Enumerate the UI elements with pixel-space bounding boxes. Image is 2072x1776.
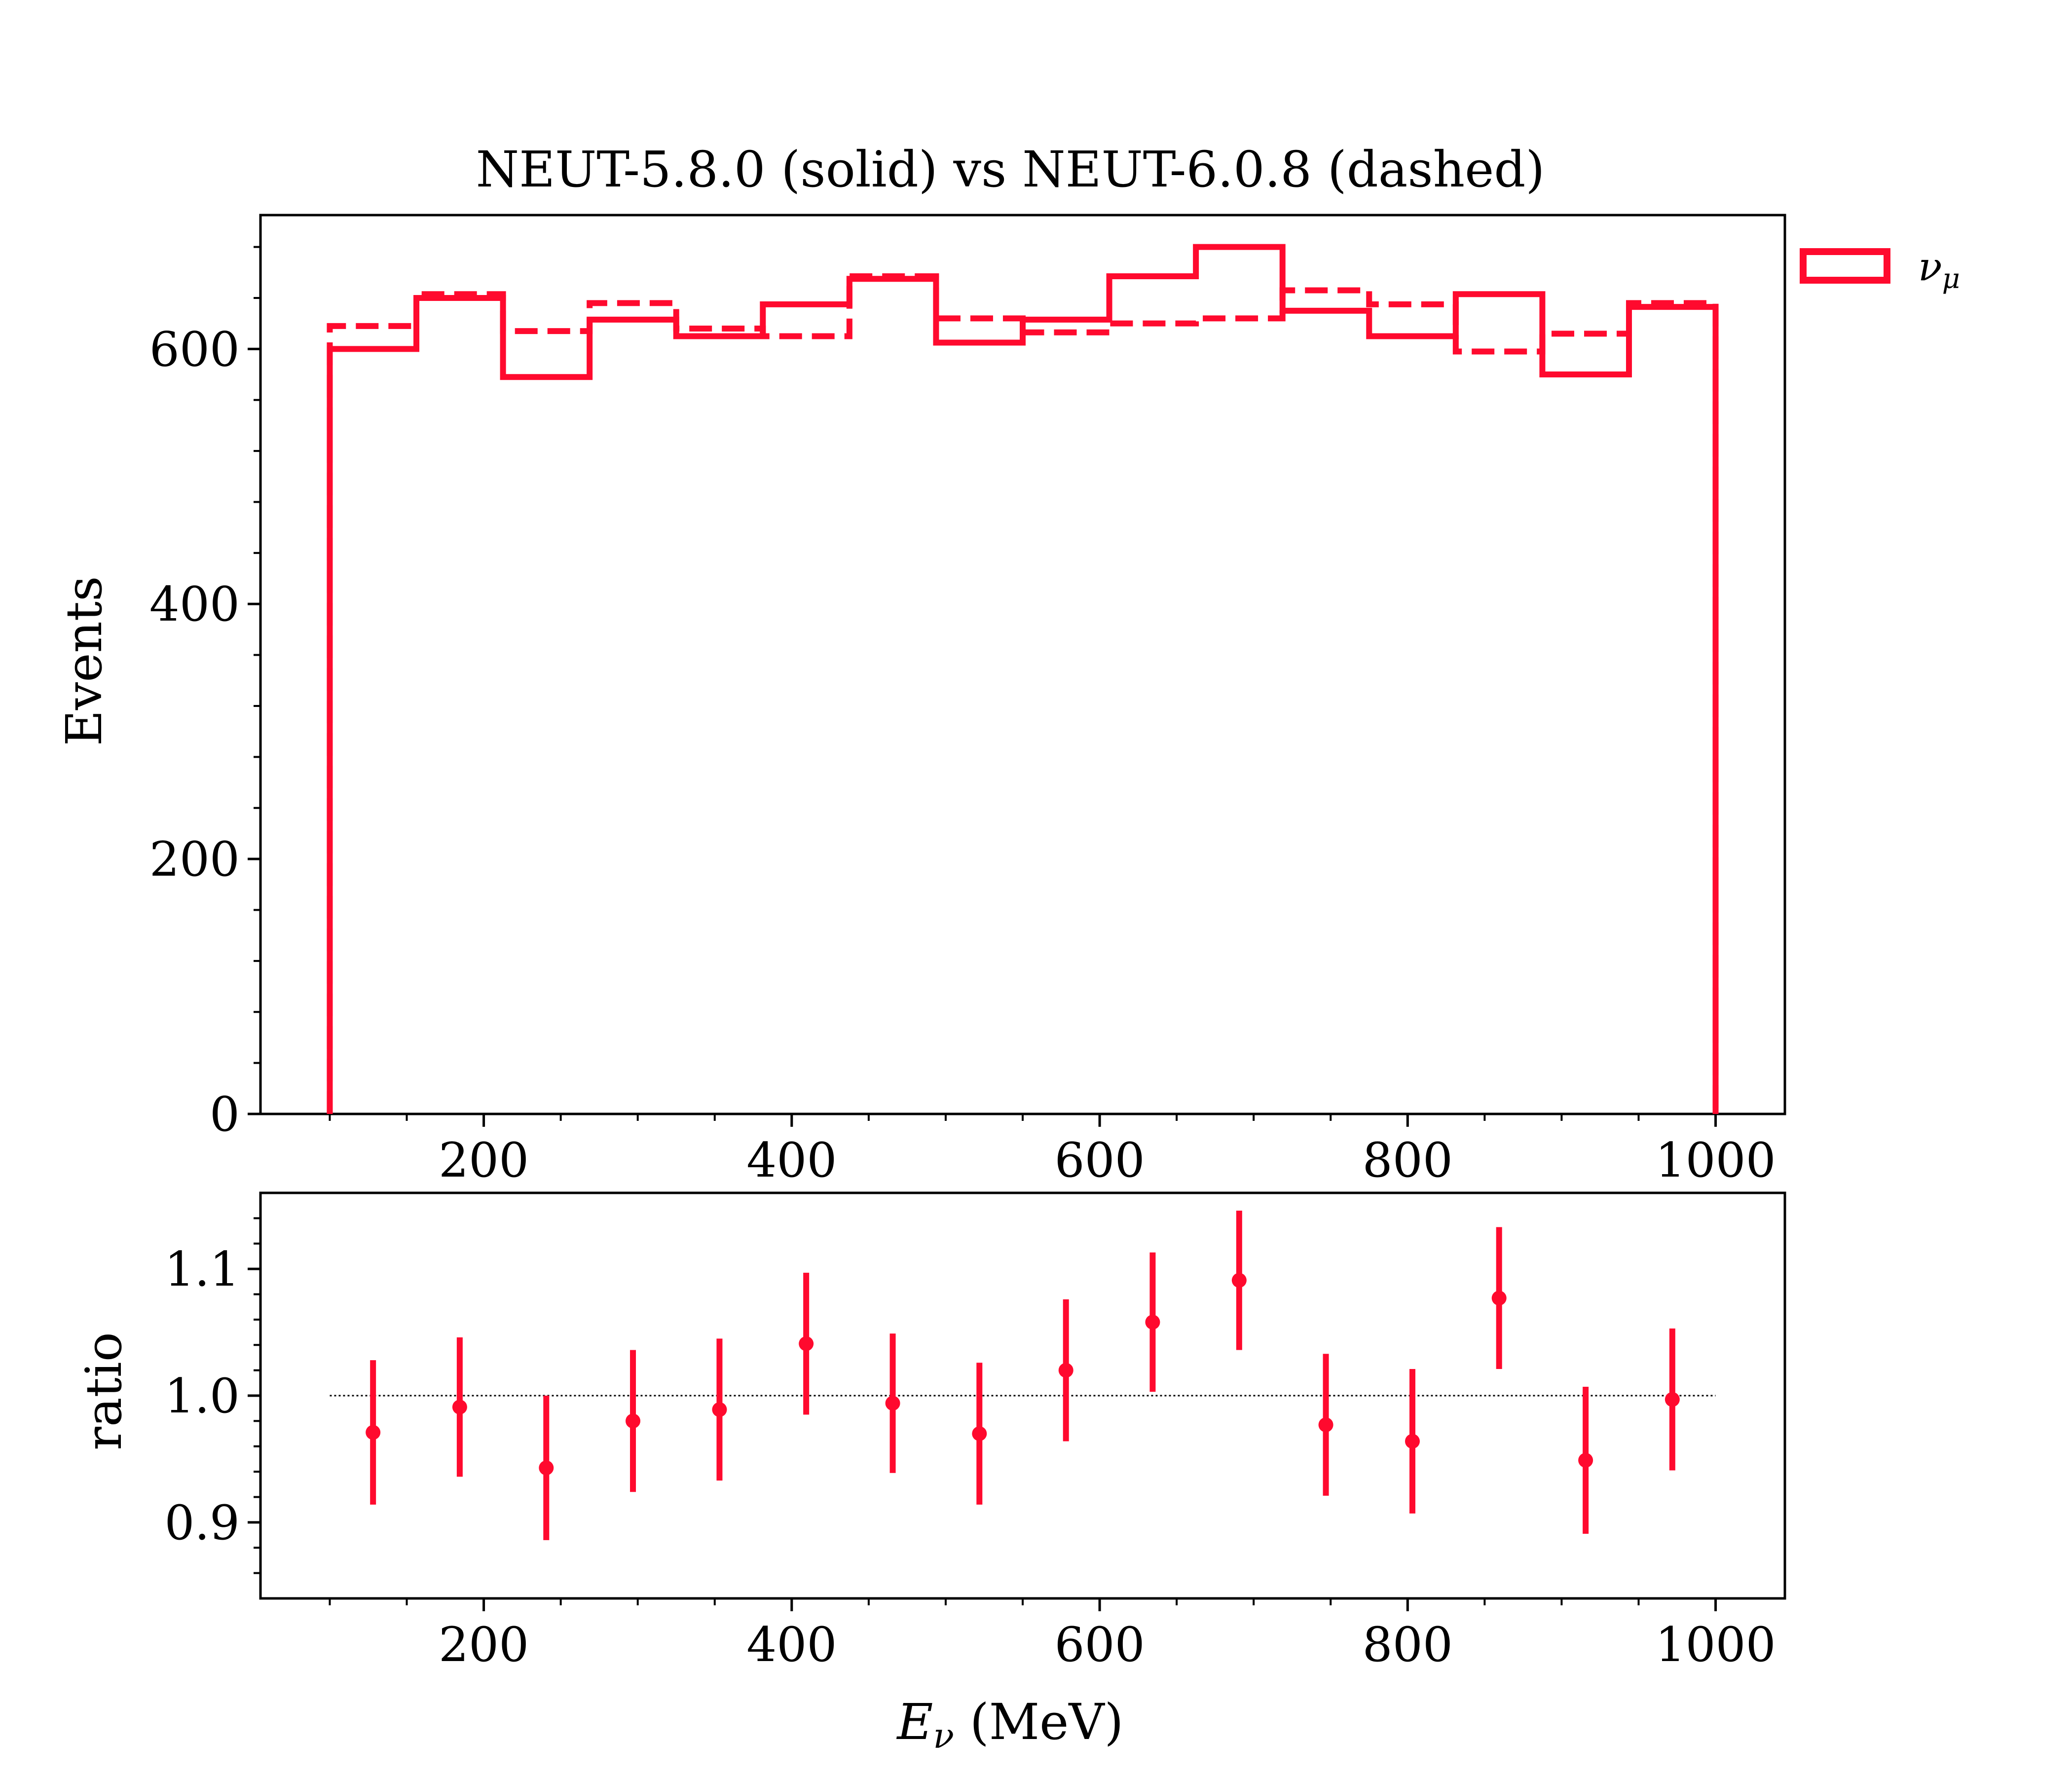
ratio-y-tick-label: 1.0	[164, 1369, 240, 1424]
histogram-solid-series	[327, 244, 1719, 1114]
legend-label-sub: μ	[1942, 263, 1960, 295]
ratio-x-tick-label: 600	[1054, 1617, 1145, 1672]
legend: νμ	[1800, 244, 1960, 295]
chart-title: NEUT-5.8.0 (solid) vs NEUT-6.0.8 (dashed…	[476, 141, 1545, 198]
ratio-x-tick-label: 400	[746, 1617, 837, 1672]
x-tick-label: 1000	[1655, 1133, 1776, 1188]
ratio-axis-label: ratio	[75, 1332, 133, 1450]
ratio-point	[1491, 1291, 1507, 1306]
y-tick-label: 200	[149, 832, 240, 887]
ratio-point	[1058, 1363, 1073, 1378]
ratio-x-tick-label: 800	[1363, 1617, 1453, 1672]
histogram-dashed-series	[327, 273, 1719, 1114]
energy-symbol: E	[896, 1693, 933, 1751]
ratio-point	[452, 1400, 467, 1415]
x-tick-label: 200	[439, 1133, 529, 1188]
energy-axis-label: Eν (MeV)	[896, 1693, 1123, 1756]
ratio-y-tick-label: 0.9	[164, 1495, 240, 1551]
ratio-point	[366, 1425, 381, 1440]
ratio-point	[972, 1426, 987, 1442]
ratio-point	[712, 1402, 727, 1417]
y-tick-label: 0	[210, 1087, 240, 1142]
ratio-y-tick-label: 1.1	[164, 1242, 240, 1297]
y-tick-label: 400	[149, 577, 240, 632]
events-axis-label: Events	[55, 576, 113, 746]
ratio-point	[539, 1460, 554, 1476]
energy-unit: (MeV)	[954, 1693, 1124, 1751]
ratio-plot: 0.9 1.0 1.1 200 400 600 800 1000	[164, 1191, 1786, 1672]
ratio-x-tick-label: 200	[439, 1617, 529, 1672]
legend-label-main: ν	[1918, 244, 1942, 290]
ratio-point	[1578, 1453, 1593, 1468]
ratio-point	[1405, 1434, 1420, 1449]
x-tick-label: 600	[1054, 1133, 1145, 1188]
legend-label: νμ	[1918, 244, 1960, 295]
legend-swatch	[1800, 248, 1890, 284]
ratio-point	[799, 1336, 814, 1351]
x-tick-label: 800	[1363, 1133, 1453, 1188]
ratio-point	[1145, 1315, 1160, 1330]
ratio-x-tick-label: 1000	[1655, 1617, 1776, 1672]
y-tick-label: 600	[149, 322, 240, 377]
ratio-point	[885, 1396, 900, 1411]
ratio-point	[626, 1413, 641, 1429]
x-tick-label: 400	[746, 1133, 837, 1188]
ratio-point	[1318, 1417, 1333, 1433]
ratio-point	[1665, 1392, 1680, 1407]
histogram-frame	[259, 214, 1786, 1115]
histogram-plot: 0 200 400 600 200 400 600 800 1000	[149, 214, 1786, 1188]
energy-subscript: ν	[933, 1716, 954, 1756]
ratio-point	[1231, 1273, 1247, 1288]
